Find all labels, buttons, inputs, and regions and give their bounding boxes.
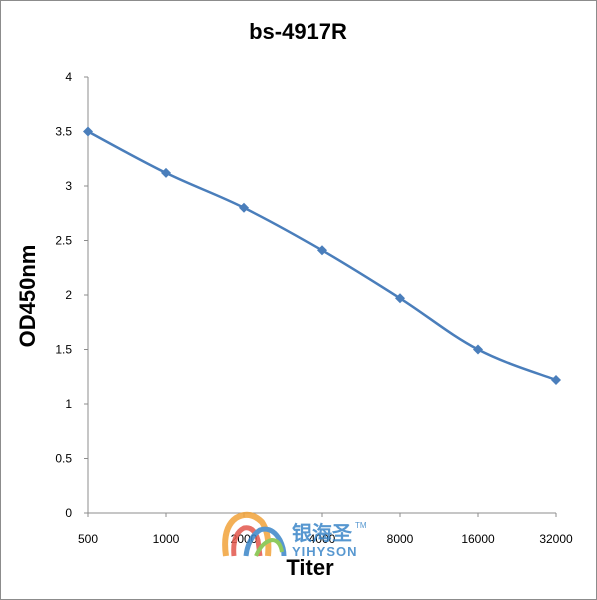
data-point-marker bbox=[239, 202, 249, 213]
y-tick-label: 2.5 bbox=[55, 234, 72, 248]
series-group bbox=[83, 126, 561, 386]
x-tick-label: 32000 bbox=[539, 532, 573, 546]
data-point-marker bbox=[473, 344, 483, 355]
y-tick-label: 4 bbox=[65, 70, 72, 84]
y-tick-label: 3.5 bbox=[55, 125, 72, 139]
x-ticks: 500 1000 2000 4000 8000 16000 32000 bbox=[78, 513, 573, 546]
x-axis-label: Titer bbox=[286, 555, 334, 580]
watermark-logo: 银海圣 TM YIHYSON bbox=[222, 511, 367, 559]
data-point-marker bbox=[161, 167, 171, 178]
data-point-marker bbox=[317, 245, 327, 256]
y-tick-label: 3 bbox=[65, 179, 72, 193]
y-tick-label: 1.5 bbox=[55, 343, 72, 357]
y-tick-label: 2 bbox=[65, 288, 72, 302]
y-tick-label: 0.5 bbox=[55, 452, 72, 466]
logo-arc-green bbox=[254, 537, 284, 557]
chart-title: bs-4917R bbox=[249, 19, 347, 44]
data-point-marker bbox=[395, 293, 405, 304]
data-point-marker bbox=[83, 126, 93, 137]
y-axis-label: OD450nm bbox=[15, 245, 40, 348]
y-tick-label: 0 bbox=[65, 506, 72, 520]
x-tick-label: 8000 bbox=[387, 532, 414, 546]
series-line bbox=[87, 130, 557, 382]
watermark-en: YIHYSON bbox=[292, 544, 358, 559]
y-ticks: 0 0.5 1 1.5 2 2.5 3 3.5 4 bbox=[55, 70, 88, 520]
x-tick-label: 16000 bbox=[461, 532, 495, 546]
x-tick-label: 500 bbox=[78, 532, 98, 546]
x-tick-label: 1000 bbox=[153, 532, 180, 546]
x-tick-label: 4000 bbox=[309, 532, 336, 546]
data-point-marker bbox=[551, 375, 561, 386]
watermark-cn: 银海圣 bbox=[292, 521, 353, 545]
logo-arc-orange bbox=[222, 511, 272, 557]
y-tick-label: 1 bbox=[65, 397, 72, 411]
watermark-tm: TM bbox=[355, 521, 367, 530]
